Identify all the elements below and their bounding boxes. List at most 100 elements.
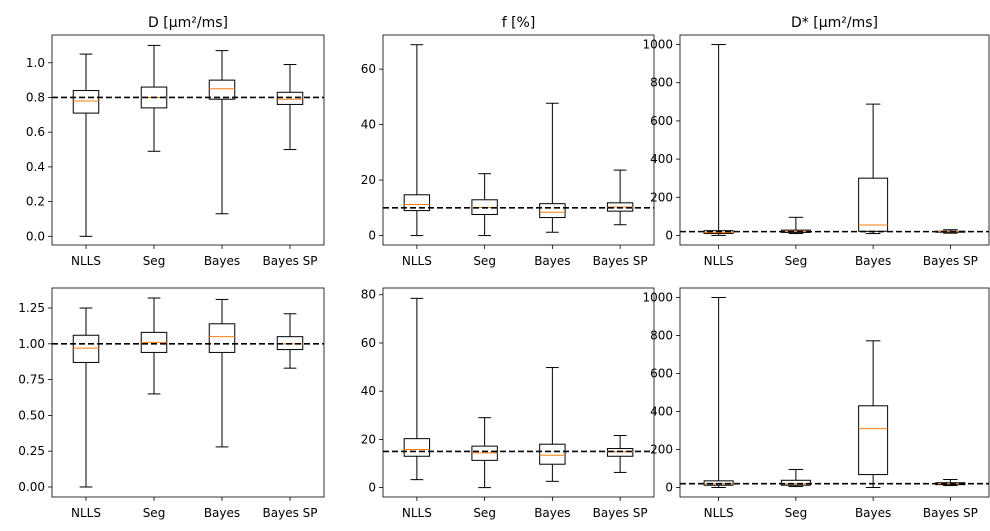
- iqr-box: [208, 323, 236, 353]
- x-tick-label: Bayes SP: [593, 506, 648, 520]
- x-tick-label: Bayes SP: [923, 506, 978, 520]
- box-nlls: [72, 53, 100, 237]
- y-tick-label: 60: [361, 336, 376, 350]
- y-tick-label: 1000: [642, 291, 673, 305]
- y-tick-label: 400: [650, 405, 673, 419]
- x-tick-label: Bayes: [534, 506, 570, 520]
- y-tick-label: 60: [361, 62, 376, 76]
- iqr-box: [539, 443, 566, 465]
- y-tick-label: 0: [665, 228, 673, 242]
- subplot-4: 0.00 0.25 0.50 0.75 1.00 1.25 NLLS Seg Bayes Baye…: [18, 287, 325, 520]
- x-tick-label: Seg: [473, 506, 496, 520]
- y-tick-label: 400: [650, 152, 673, 166]
- subplot-5: 0 20 40 60 80 NLLS Seg Bayes Bayes SP: [361, 287, 655, 520]
- x-tick-label: Bayes: [855, 506, 891, 520]
- y-tick-label: 1.25: [18, 301, 45, 315]
- box-nlls: [703, 297, 734, 488]
- x-tick-label: NLLS: [704, 254, 734, 268]
- box-bayes-sp: [606, 169, 634, 226]
- x-tick-label: Bayes: [855, 254, 891, 268]
- box-seg: [780, 468, 811, 488]
- box-seg: [471, 173, 498, 237]
- y-tick-label: 0.4: [26, 160, 45, 174]
- y-tick-label: 800: [650, 76, 673, 90]
- x-tick-label: Bayes: [204, 506, 240, 520]
- box-seg: [140, 297, 168, 395]
- box-nlls: [703, 44, 734, 236]
- y-tick-label: 0.00: [18, 480, 45, 494]
- x-tick-label: NLLS: [71, 506, 101, 520]
- x-tick-label: Bayes SP: [263, 506, 318, 520]
- x-tick-label: Bayes SP: [263, 254, 318, 268]
- y-tick-label: 0: [665, 481, 673, 495]
- y-tick-label: 80: [361, 288, 376, 302]
- subplot-3: D* [μm²/ms] 0 200 400 600 800 1000 NLLS Seg Bayes…: [642, 15, 990, 268]
- box-bayes: [858, 340, 889, 488]
- y-tick-label: 1.00: [18, 337, 45, 351]
- iqr-box: [208, 79, 236, 100]
- box-bayes-sp: [606, 435, 634, 473]
- x-tick-label: NLLS: [402, 506, 432, 520]
- y-tick-label: 1.0: [26, 56, 45, 70]
- iqr-box: [703, 480, 734, 486]
- subplot-title: D [μm²/ms]: [148, 15, 228, 31]
- y-tick-label: 200: [650, 443, 673, 457]
- x-tick-label: Bayes: [204, 254, 240, 268]
- iqr-box: [403, 194, 431, 212]
- box-nlls: [403, 44, 431, 237]
- iqr-box: [72, 334, 100, 363]
- iqr-box: [780, 479, 811, 486]
- y-tick-label: 0.0: [26, 229, 45, 243]
- y-tick-label: 0.25: [18, 444, 45, 458]
- y-tick-label: 0.8: [26, 90, 45, 104]
- y-tick-label: 40: [361, 384, 376, 398]
- subplot-title: D* [μm²/ms]: [791, 15, 878, 31]
- axes-frame: [679, 287, 990, 498]
- axes-frame: [382, 34, 655, 246]
- box-bayes: [539, 102, 566, 233]
- y-tick-label: 20: [361, 173, 376, 187]
- box-bayes: [208, 298, 236, 448]
- y-tick-label: 0: [368, 229, 376, 243]
- box-nlls: [403, 297, 431, 481]
- x-tick-label: Bayes SP: [923, 254, 978, 268]
- x-tick-label: NLLS: [704, 506, 734, 520]
- y-tick-label: 600: [650, 367, 673, 381]
- iqr-box: [858, 177, 889, 232]
- x-tick-label: NLLS: [71, 254, 101, 268]
- box-bayes: [208, 50, 236, 215]
- axes-frame: [679, 34, 990, 246]
- x-tick-label: Seg: [473, 254, 496, 268]
- axes-frame: [382, 287, 655, 498]
- x-tick-label: Bayes: [534, 254, 570, 268]
- iqr-box: [539, 203, 566, 219]
- y-tick-label: 200: [650, 190, 673, 204]
- y-tick-label: 0.6: [26, 125, 45, 139]
- axes-frame: [51, 34, 325, 246]
- box-bayes-sp: [935, 479, 966, 487]
- x-tick-label: Seg: [143, 506, 166, 520]
- x-tick-label: Bayes SP: [593, 254, 648, 268]
- y-tick-label: 0: [368, 481, 376, 495]
- y-tick-label: 800: [650, 329, 673, 343]
- box-seg: [140, 44, 168, 152]
- box-bayes-sp: [276, 64, 304, 151]
- x-tick-label: NLLS: [402, 254, 432, 268]
- y-tick-label: 1000: [642, 38, 673, 52]
- y-tick-label: 40: [361, 118, 376, 132]
- iqr-box: [276, 91, 304, 105]
- iqr-box: [858, 405, 889, 476]
- box-seg: [471, 417, 498, 489]
- subplot-6: 0 200 400 600 800 1000 NLLS Seg Bayes Bayes SP: [642, 287, 990, 520]
- y-tick-label: 0.2: [26, 195, 45, 209]
- y-tick-label: 600: [650, 114, 673, 128]
- y-tick-label: 20: [361, 432, 376, 446]
- axes-frame: [51, 287, 325, 498]
- box-nlls: [72, 307, 100, 488]
- box-bayes: [539, 367, 566, 482]
- iqr-box: [72, 90, 100, 114]
- box-bayes: [858, 103, 889, 235]
- x-tick-label: Seg: [785, 506, 808, 520]
- y-tick-label: 0.75: [18, 373, 45, 387]
